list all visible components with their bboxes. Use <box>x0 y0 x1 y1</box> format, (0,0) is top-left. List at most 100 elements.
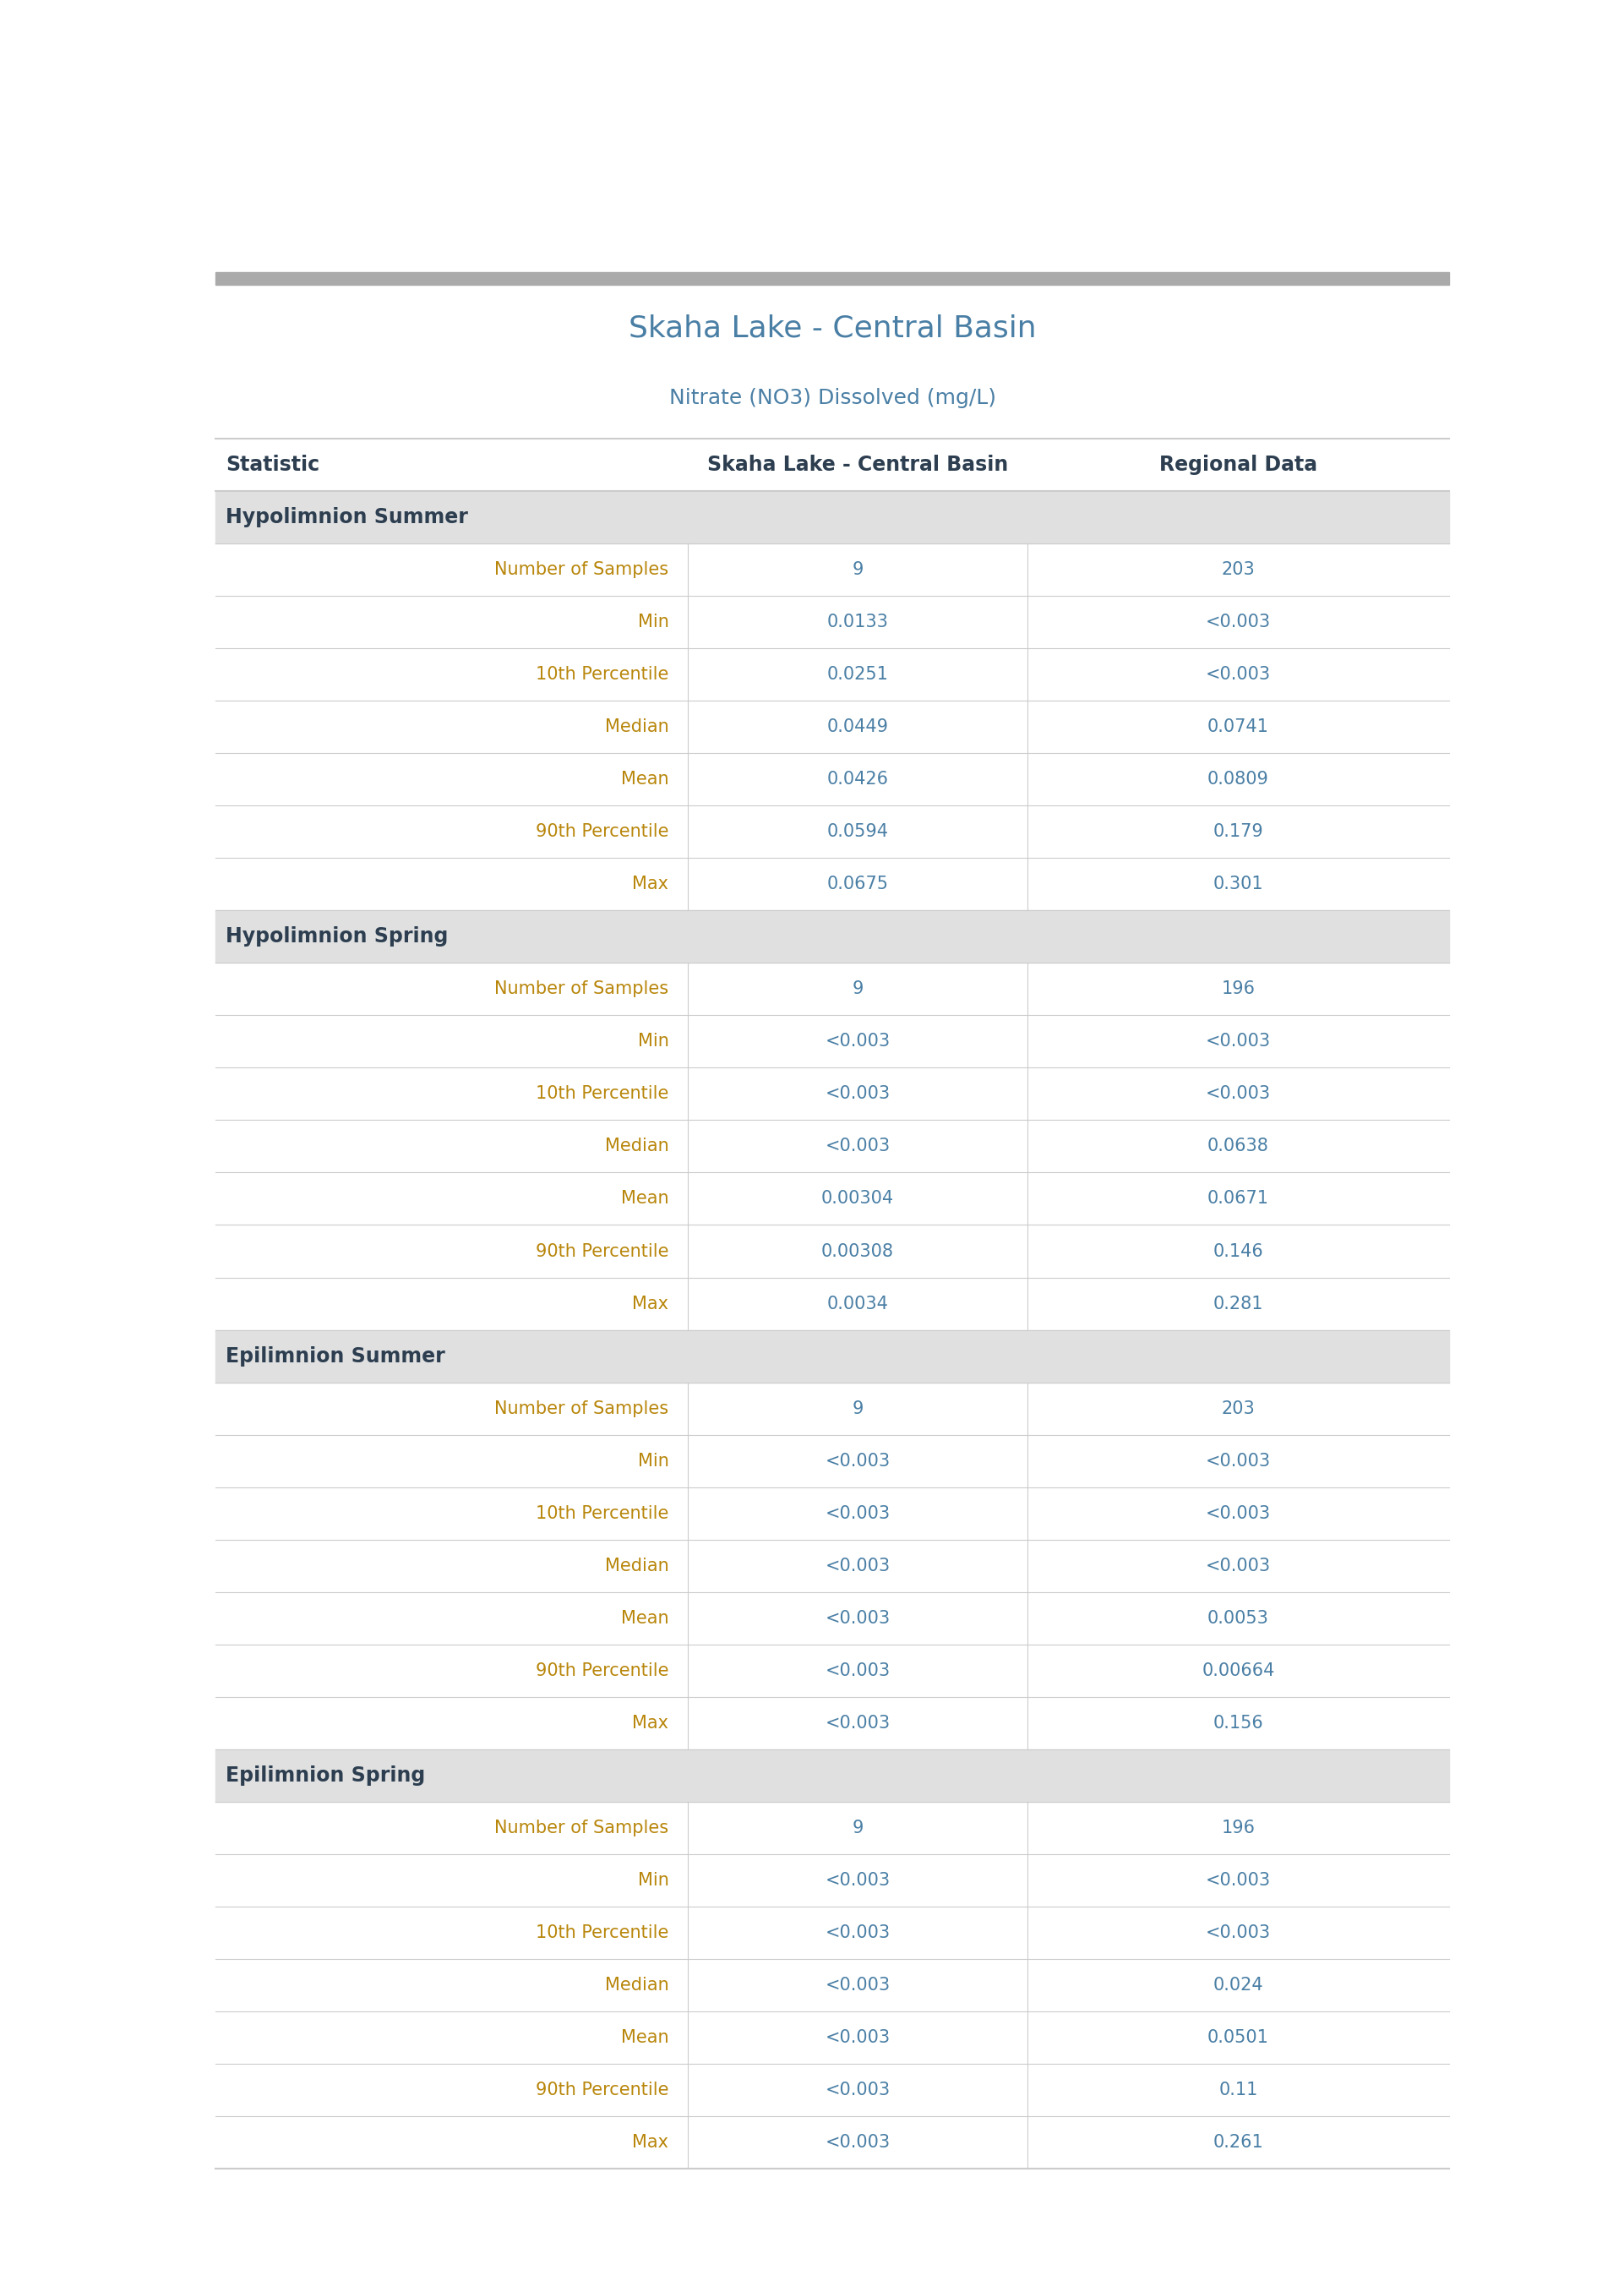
Text: 0.00308: 0.00308 <box>822 1242 893 1260</box>
Bar <box>216 649 1449 701</box>
Text: Min: Min <box>638 1873 669 1889</box>
Text: Number of Samples: Number of Samples <box>495 1401 669 1416</box>
Text: <0.003: <0.003 <box>825 1085 890 1103</box>
Bar <box>216 1591 1449 1643</box>
Bar <box>216 2063 1449 2116</box>
Text: Mean: Mean <box>620 1609 669 1628</box>
Text: Skaha Lake - Central Basin: Skaha Lake - Central Basin <box>628 313 1036 343</box>
Text: 0.156: 0.156 <box>1213 1714 1263 1732</box>
Bar <box>216 858 1449 910</box>
Text: 0.0809: 0.0809 <box>1207 772 1268 788</box>
Bar <box>216 806 1449 858</box>
Bar <box>216 595 1449 649</box>
Text: 0.0053: 0.0053 <box>1207 1609 1268 1628</box>
Text: 90th Percentile: 90th Percentile <box>536 1662 669 1680</box>
Text: Max: Max <box>632 876 669 892</box>
Text: 0.301: 0.301 <box>1213 876 1263 892</box>
Text: Max: Max <box>632 1714 669 1732</box>
Text: Mean: Mean <box>620 1189 669 1208</box>
Text: 196: 196 <box>1221 981 1255 997</box>
Text: Min: Min <box>638 1453 669 1469</box>
Text: 0.0671: 0.0671 <box>1207 1189 1268 1208</box>
Text: Statistic: Statistic <box>226 454 320 474</box>
Text: 0.261: 0.261 <box>1213 2134 1263 2152</box>
Text: <0.003: <0.003 <box>1205 1505 1272 1521</box>
Text: Min: Min <box>638 613 669 631</box>
Text: Hypolimnion Spring: Hypolimnion Spring <box>226 926 448 947</box>
Bar <box>216 1487 1449 1539</box>
Text: Max: Max <box>632 1296 669 1312</box>
Text: 0.0251: 0.0251 <box>827 665 888 683</box>
Text: <0.003: <0.003 <box>825 1557 890 1575</box>
Bar <box>216 701 1449 754</box>
Text: <0.003: <0.003 <box>1205 1925 1272 1941</box>
Text: 0.179: 0.179 <box>1213 824 1263 840</box>
Text: Hypolimnion Summer: Hypolimnion Summer <box>226 506 468 527</box>
Text: 0.0034: 0.0034 <box>827 1296 888 1312</box>
Text: Skaha Lake - Central Basin: Skaha Lake - Central Basin <box>706 454 1009 474</box>
Text: Regional Data: Regional Data <box>1160 454 1317 474</box>
Text: Median: Median <box>604 1977 669 1993</box>
Text: 9: 9 <box>853 1401 862 1416</box>
Text: 10th Percentile: 10th Percentile <box>536 1505 669 1521</box>
Bar <box>216 272 1449 284</box>
Text: Number of Samples: Number of Samples <box>495 1821 669 1836</box>
Bar <box>216 1015 1449 1067</box>
Text: 90th Percentile: 90th Percentile <box>536 1242 669 1260</box>
Text: 0.0426: 0.0426 <box>827 772 888 788</box>
Bar <box>216 490 1449 543</box>
Text: <0.003: <0.003 <box>825 1033 890 1051</box>
Text: <0.003: <0.003 <box>825 1977 890 1993</box>
Bar <box>216 1643 1449 1698</box>
Text: <0.003: <0.003 <box>1205 1033 1272 1051</box>
Text: <0.003: <0.003 <box>825 1714 890 1732</box>
Text: <0.003: <0.003 <box>825 1662 890 1680</box>
Text: 0.146: 0.146 <box>1213 1242 1263 1260</box>
Bar <box>216 1278 1449 1330</box>
Text: 0.0133: 0.0133 <box>827 613 888 631</box>
Text: <0.003: <0.003 <box>825 1609 890 1628</box>
Text: Number of Samples: Number of Samples <box>495 981 669 997</box>
Text: 0.00304: 0.00304 <box>822 1189 893 1208</box>
Bar <box>216 1750 1449 1802</box>
Text: 10th Percentile: 10th Percentile <box>536 1925 669 1941</box>
Text: Median: Median <box>604 717 669 735</box>
Text: <0.003: <0.003 <box>825 2029 890 2045</box>
Bar <box>216 1382 1449 1435</box>
Bar <box>216 2011 1449 2063</box>
Text: Mean: Mean <box>620 2029 669 2045</box>
Text: <0.003: <0.003 <box>825 1873 890 1889</box>
Text: Median: Median <box>604 1557 669 1575</box>
Bar <box>216 910 1449 962</box>
Text: <0.003: <0.003 <box>1205 1557 1272 1575</box>
Text: 0.281: 0.281 <box>1213 1296 1263 1312</box>
Bar <box>216 1330 1449 1382</box>
Text: 10th Percentile: 10th Percentile <box>536 1085 669 1103</box>
Text: Max: Max <box>632 2134 669 2152</box>
Bar <box>216 543 1449 595</box>
Text: 0.00664: 0.00664 <box>1202 1662 1275 1680</box>
Text: <0.003: <0.003 <box>1205 613 1272 631</box>
Bar <box>216 1119 1449 1174</box>
Bar <box>216 1067 1449 1119</box>
Bar <box>216 1802 1449 1855</box>
Bar <box>216 962 1449 1015</box>
Text: <0.003: <0.003 <box>1205 1085 1272 1103</box>
Text: Min: Min <box>638 1033 669 1051</box>
Text: Epilimnion Summer: Epilimnion Summer <box>226 1346 445 1367</box>
Text: 196: 196 <box>1221 1821 1255 1836</box>
Text: 0.0501: 0.0501 <box>1207 2029 1268 2045</box>
Bar <box>216 1907 1449 1959</box>
Bar <box>216 1698 1449 1750</box>
Text: <0.003: <0.003 <box>825 1137 890 1155</box>
Text: 9: 9 <box>853 981 862 997</box>
Text: <0.003: <0.003 <box>825 1453 890 1469</box>
Text: 0.0675: 0.0675 <box>827 876 888 892</box>
Text: 203: 203 <box>1221 1401 1255 1416</box>
Bar <box>216 1855 1449 1907</box>
Text: Mean: Mean <box>620 772 669 788</box>
Text: 0.0594: 0.0594 <box>827 824 888 840</box>
Text: Median: Median <box>604 1137 669 1155</box>
Bar <box>216 1174 1449 1226</box>
Text: <0.003: <0.003 <box>1205 1873 1272 1889</box>
